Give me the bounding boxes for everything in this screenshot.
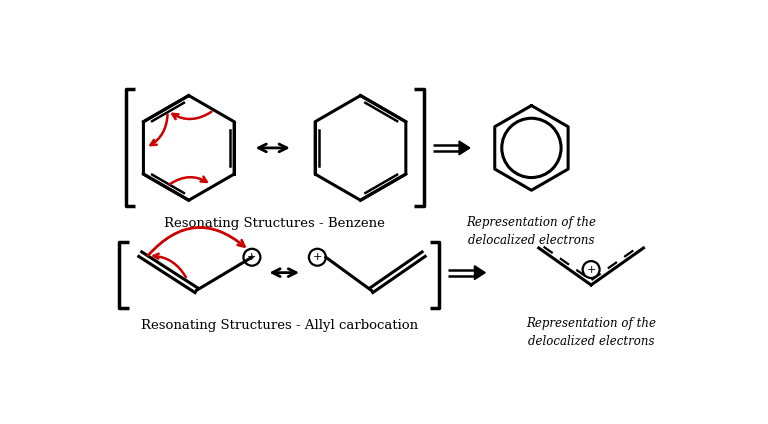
FancyArrowPatch shape [151,114,167,145]
Text: +: + [313,252,322,262]
Text: Resonating Structures - Allyl carbocation: Resonating Structures - Allyl carbocatio… [141,319,418,332]
FancyArrowPatch shape [170,177,207,184]
FancyArrowPatch shape [154,254,186,277]
Text: Representation of the
delocalized electrons: Representation of the delocalized electr… [466,216,597,247]
Text: +: + [247,252,257,262]
Polygon shape [459,141,470,155]
FancyArrowPatch shape [172,112,211,119]
Polygon shape [475,266,485,279]
Text: +: + [587,265,596,275]
Text: Resonating Structures - Benzene: Resonating Structures - Benzene [164,217,385,230]
FancyArrowPatch shape [148,227,244,255]
Text: Representation of the
delocalized electrons: Representation of the delocalized electr… [526,317,656,348]
